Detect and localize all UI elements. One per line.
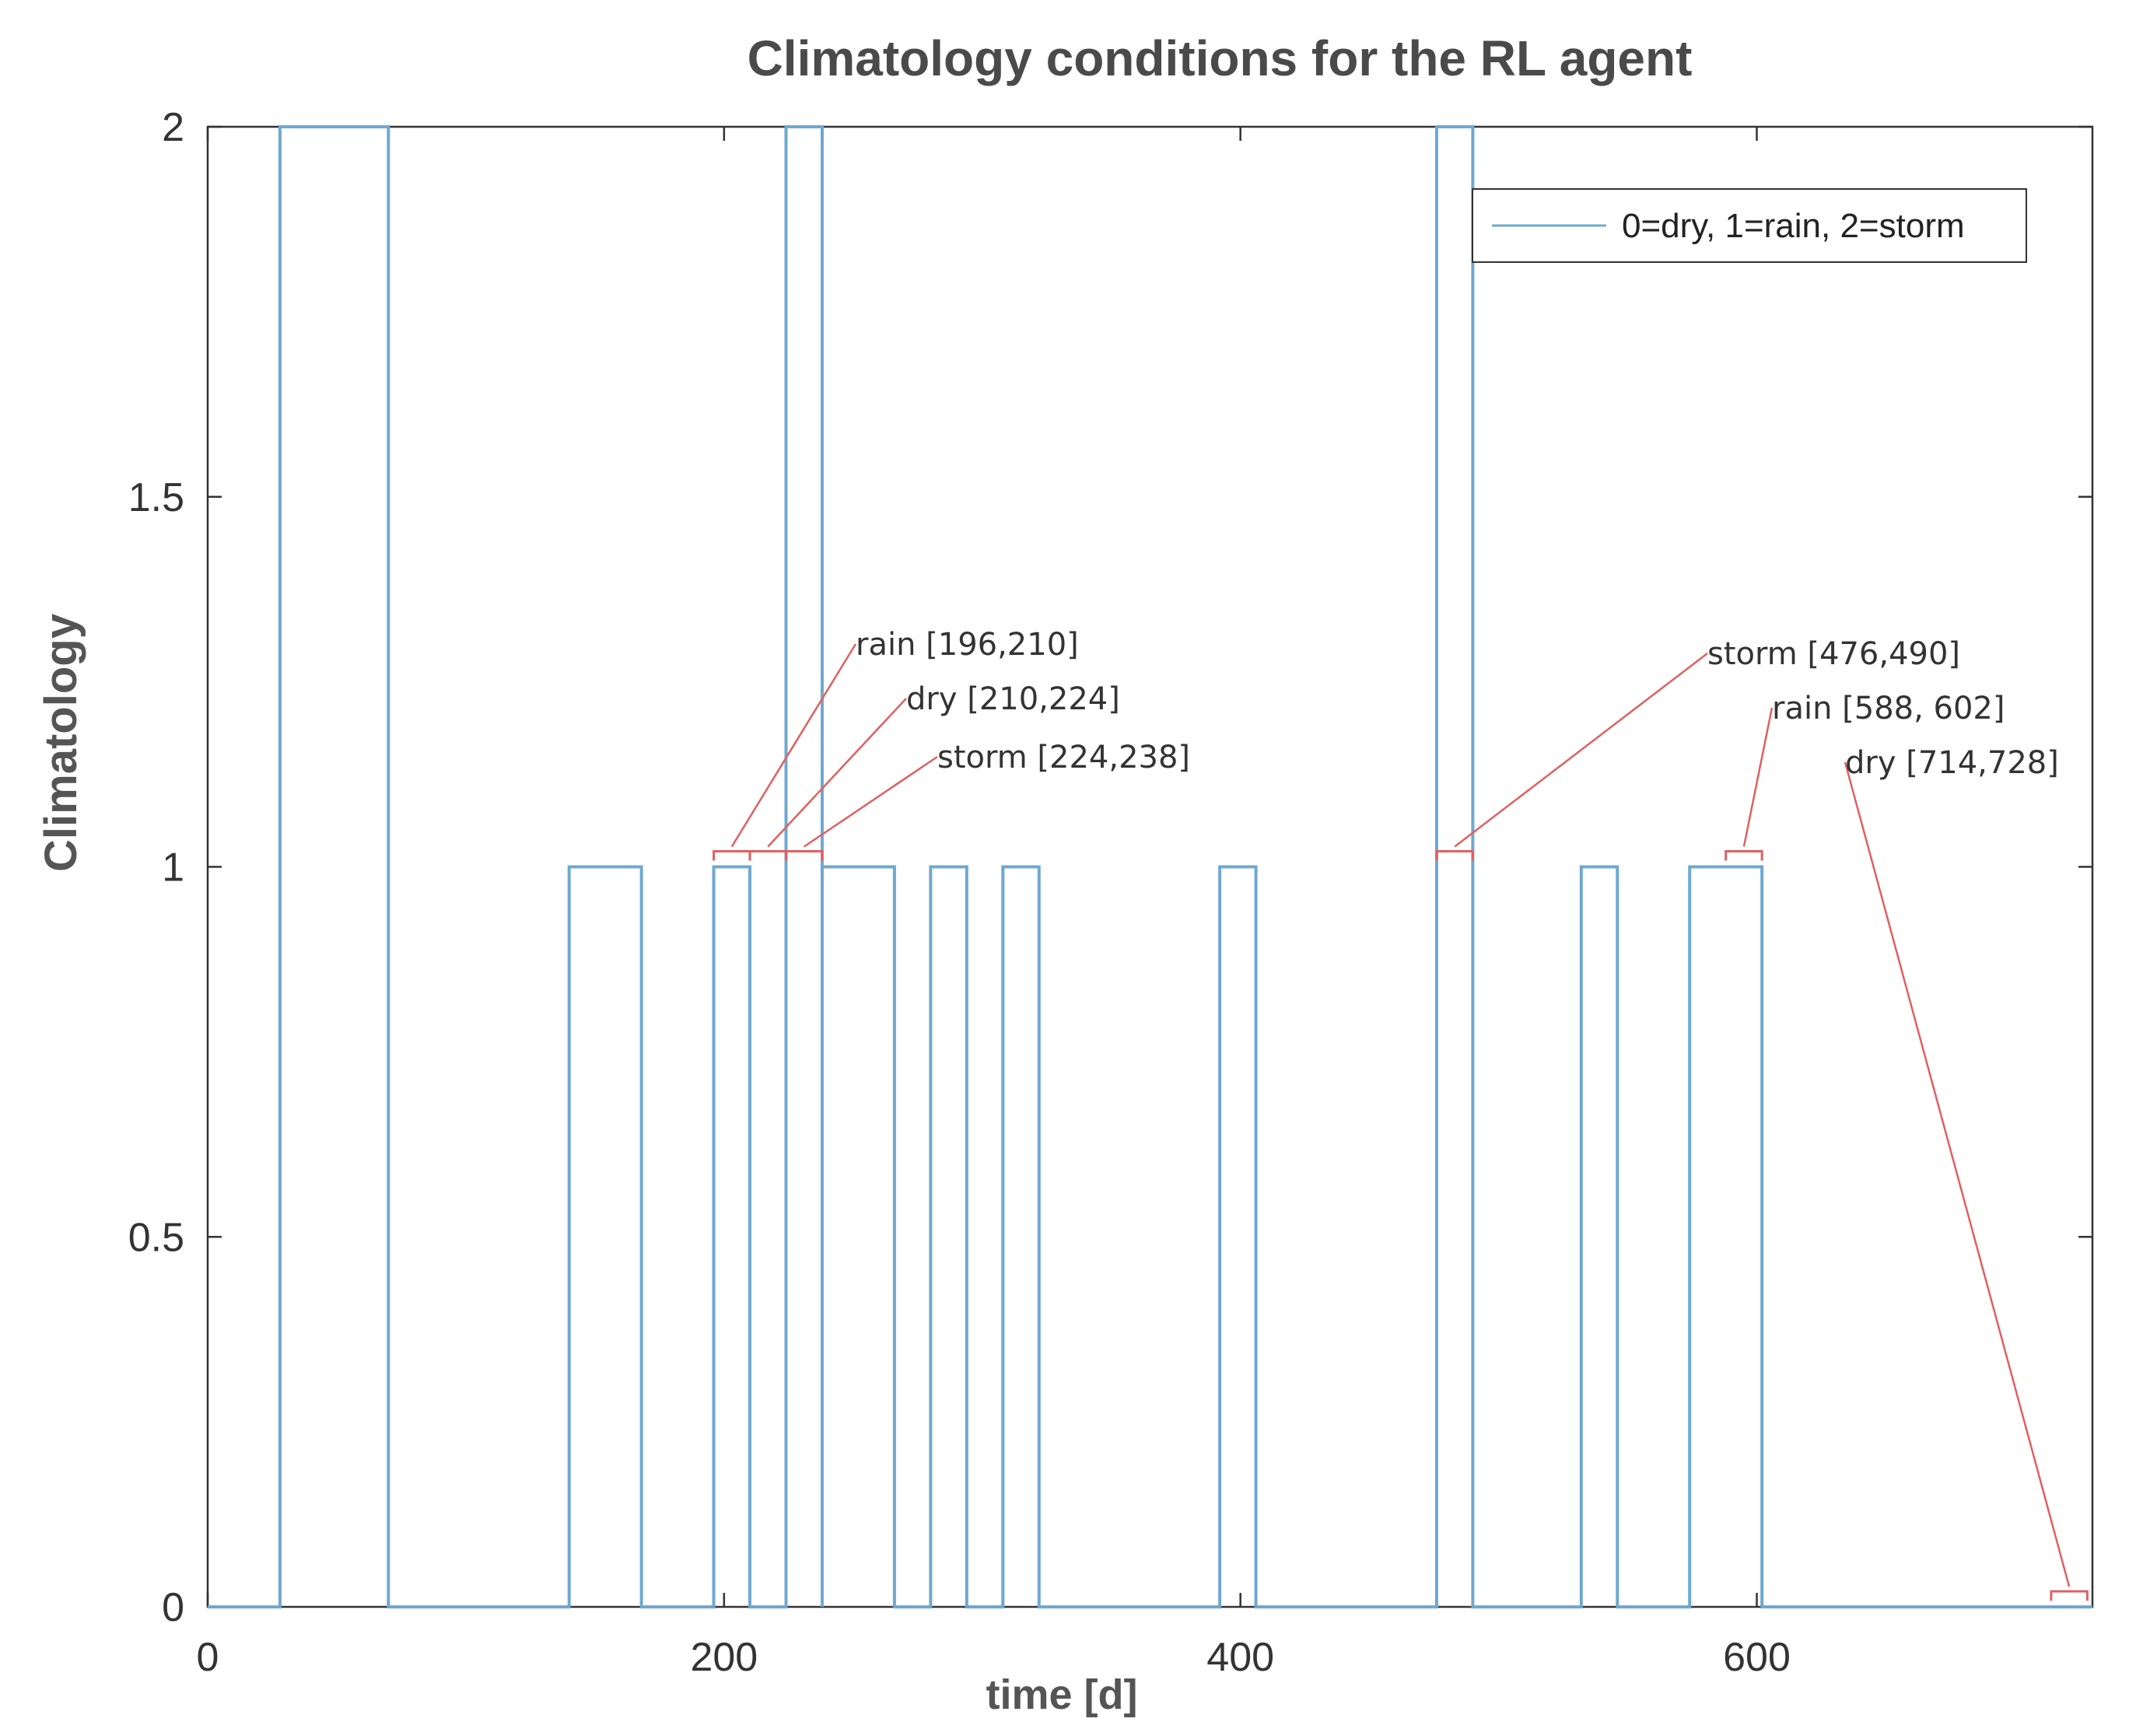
annotation-bracket <box>713 850 751 861</box>
annotation-leader <box>1844 761 2071 1587</box>
annotation-label: storm [224,238] <box>937 740 1190 775</box>
annotation-leader <box>767 698 907 848</box>
chart-title: Climatology conditions for the RL agent <box>748 30 1693 86</box>
annotation-bracket <box>785 850 824 861</box>
annotation-bracket <box>1725 850 1763 861</box>
y-tick-label: 0 <box>162 1585 184 1630</box>
legend-box <box>1472 188 2027 263</box>
y-tick-label: 0.5 <box>128 1215 184 1260</box>
legend-entry: 0=dry, 1=rain, 2=storm <box>1622 207 1965 245</box>
annotation-leader <box>804 755 938 848</box>
x-tick-label: 400 <box>1206 1635 1274 1680</box>
annotation-label: rain [196,210] <box>856 627 1079 663</box>
annotation-leader <box>730 643 857 848</box>
x-tick-label: 200 <box>690 1635 758 1680</box>
y-tick-label: 1 <box>162 845 184 891</box>
x-axis-label: time [d] <box>986 1671 1138 1718</box>
annotation-label: dry [714,728] <box>1845 745 2059 781</box>
annotation-bracket <box>2050 1590 2089 1601</box>
annotation-leader <box>1454 653 1708 848</box>
y-axis-label: Climatology <box>36 614 86 872</box>
annotation-label: rain [588, 602] <box>1772 691 2005 726</box>
series-line <box>208 125 2092 1608</box>
annotation-bracket <box>748 850 787 861</box>
annotations: rain [196,210] dry [210,224] storm [224,23… <box>730 627 2071 1587</box>
y-tick-label: 2 <box>162 105 184 150</box>
annotation-bracket <box>1435 850 1474 861</box>
annotation-leader <box>1742 707 1774 847</box>
x-tick-label: 0 <box>197 1635 219 1680</box>
y-tick-label: 1.5 <box>128 475 184 520</box>
x-tick-label: 600 <box>1723 1635 1791 1680</box>
legend: 0=dry, 1=rain, 2=storm <box>1472 188 2027 263</box>
plot-area: 0 200 400 600 0 0.5 1 1.5 2 <box>128 105 2094 1680</box>
annotation-label: storm [476,490] <box>1707 636 1960 672</box>
annotation-label: dry [210,224] <box>906 681 1120 717</box>
plot-frame <box>206 125 2094 1608</box>
